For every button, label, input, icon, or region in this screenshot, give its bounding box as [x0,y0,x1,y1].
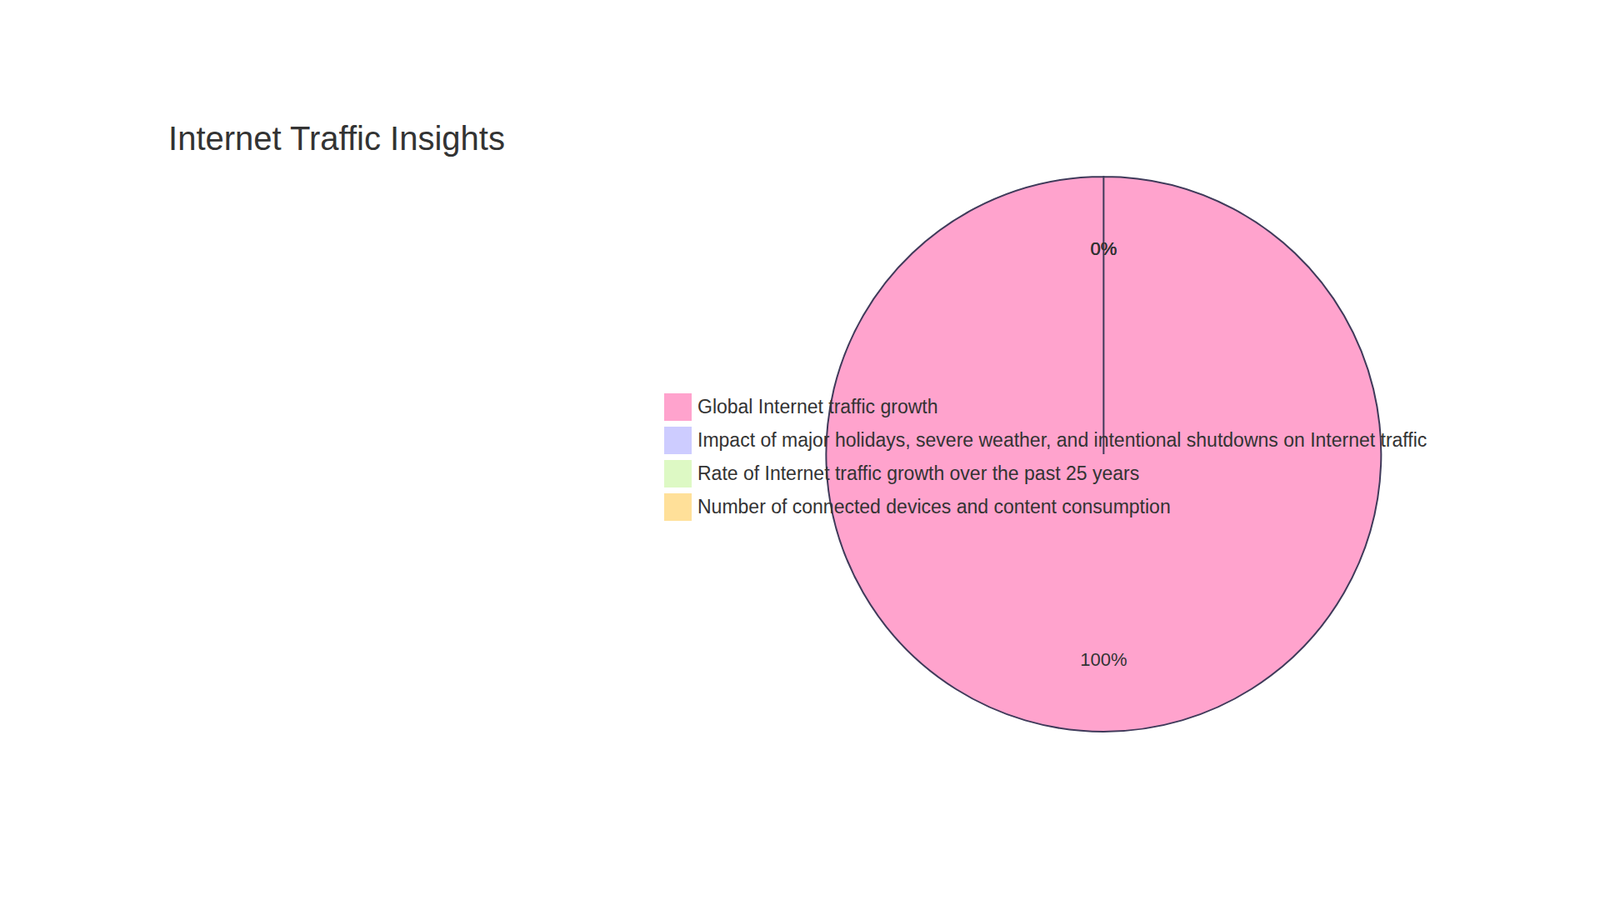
html-text:Impact of major holidays, seve: Impact of major holidays, severe weather… [697,428,1427,451]
svg-text:0%: 0% [1090,238,1117,260]
html-text:Number of connected devices an: Number of connected devices and content … [697,495,1171,518]
html-text:Global Internet traffic growth: Global Internet traffic growth [697,395,938,418]
html-text:Rate of Internet traffic growt: Rate of Internet traffic growth over the… [697,462,1140,484]
svg-text:100%: 100% [1080,649,1127,670]
svg-text:0%: 0% [1090,238,1117,260]
html-text:Internet Traffic Insights: Internet Traffic Insights [168,120,505,157]
svg-text:0%: 0% [1090,238,1117,260]
